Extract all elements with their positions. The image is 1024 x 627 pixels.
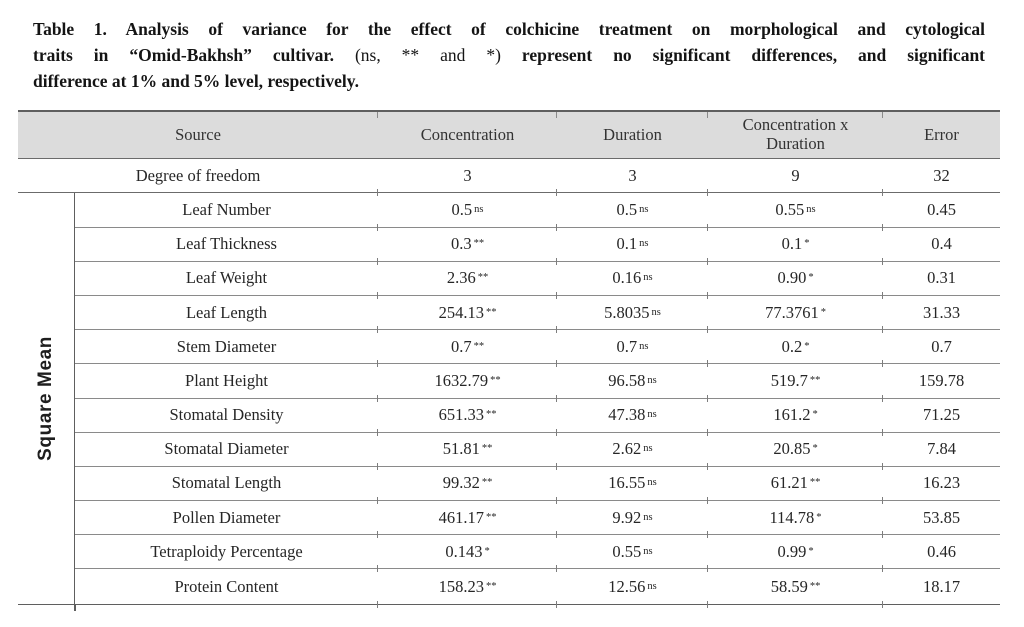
value-interaction: 0.1 *: [707, 228, 883, 265]
value-error: 159.78: [882, 364, 1000, 402]
value-concentration: 158.23 **: [377, 569, 557, 608]
trait-label: Leaf Thickness: [75, 228, 378, 262]
value-duration: 47.38 ns: [556, 399, 708, 436]
caption-bold-a: traits in “Omid-Bakhsh” cultivar.: [33, 44, 334, 65]
value-error: 0.31: [882, 262, 1000, 300]
value-error: 71.25: [882, 399, 1000, 436]
table-body: Square Mean Leaf Number 0.5 ns 0.5 ns 0.55…: [18, 193, 1000, 611]
row-group-label: Square Mean: [35, 336, 56, 461]
table-caption: Table 1. Analysis of variance for the ef…: [33, 17, 985, 94]
value-duration: 0.16 ns: [556, 262, 708, 300]
value-duration: 0.7 ns: [556, 330, 708, 368]
value-concentration: 51.81 **: [377, 433, 557, 471]
header-source: Source: [175, 124, 221, 144]
value-interaction: 0.55 ns: [707, 193, 883, 231]
caption-bold-b: represent no significant differences, an…: [521, 44, 986, 65]
value-error: 0.46: [882, 535, 1000, 573]
df-label: Degree of freedom: [135, 165, 261, 185]
value-error: 53.85: [882, 501, 1000, 539]
value-error: 0.45: [882, 193, 1000, 231]
value-concentration: 99.32 **: [377, 467, 557, 505]
value-error: 7.84: [882, 433, 1000, 471]
value-interaction: 114.78 *: [707, 501, 883, 539]
table-header-row: Source Concentration Duration Concentrat…: [18, 110, 1000, 160]
value-concentration: 1632.79 **: [377, 364, 557, 402]
header-duration: Duration: [556, 112, 708, 158]
caption-markers-note: (ns, ** and *): [354, 44, 501, 65]
trait-label: Leaf Weight: [75, 262, 378, 296]
value-interaction: 61.21 **: [707, 467, 883, 505]
caption-line-3: difference at 1% and 5% level, respectiv…: [33, 70, 359, 91]
df-row: Degree of freedom 3 3 9 32: [18, 159, 1000, 197]
header-interaction: Concentration x Duration: [707, 112, 883, 158]
value-error: 18.17: [882, 569, 1000, 608]
trait-label: Protein Content: [174, 576, 279, 596]
trait-label: Stomatal Density: [75, 399, 378, 433]
df-interaction: 9: [707, 159, 883, 197]
value-duration: 0.55 ns: [556, 535, 708, 573]
trait-label: Pollen Diameter: [75, 501, 378, 536]
df-error: 32: [882, 159, 1000, 197]
value-duration: 9.92 ns: [556, 501, 708, 539]
trait-label: Tetraploidy Percentage: [75, 535, 378, 570]
header-concentration: Concentration: [377, 112, 557, 158]
value-interaction: 0.2 *: [707, 330, 883, 368]
value-interaction: 58.59 **: [707, 569, 883, 608]
df-concentration: 3: [377, 159, 557, 197]
row-group-cell: Square Mean: [18, 193, 76, 611]
caption-line-2: traits in “Omid-Bakhsh” cultivar. (ns, *…: [33, 43, 985, 69]
value-duration: 96.58 ns: [556, 364, 708, 402]
header-error: Error: [882, 112, 1000, 158]
value-duration: 12.56 ns: [556, 569, 708, 608]
value-duration: 16.55 ns: [556, 467, 708, 505]
trait-label: Stomatal Diameter: [75, 433, 378, 467]
value-concentration: 461.17 **: [377, 501, 557, 539]
value-concentration: 254.13 **: [377, 296, 557, 334]
value-concentration: 0.5 ns: [377, 193, 557, 231]
value-error: 0.4: [882, 228, 1000, 265]
value-concentration: 651.33 **: [377, 399, 557, 436]
trait-label: Stomatal Length: [75, 467, 378, 502]
value-interaction: 161.2 *: [707, 399, 883, 436]
value-concentration: 0.143 *: [377, 535, 557, 573]
anova-table: Source Concentration Duration Concentrat…: [18, 110, 1000, 611]
trait-label: Plant Height: [75, 364, 378, 399]
value-interaction: 519.7 **: [707, 364, 883, 402]
value-duration: 0.5 ns: [556, 193, 708, 231]
trait-label: Leaf Number: [75, 193, 378, 228]
value-error: 0.7: [882, 330, 1000, 368]
value-interaction: 0.99 *: [707, 535, 883, 573]
df-duration: 3: [556, 159, 708, 197]
trait-label: Stem Diameter: [75, 330, 378, 365]
value-duration: 2.62 ns: [556, 433, 708, 471]
trait-label: Leaf Length: [75, 296, 378, 331]
value-error: 16.23: [882, 467, 1000, 505]
value-error: 31.33: [882, 296, 1000, 334]
page: Table 1. Analysis of variance for the ef…: [0, 17, 1024, 611]
value-concentration: 2.36 **: [377, 262, 557, 300]
value-duration: 5.8035 ns: [556, 296, 708, 334]
value-interaction: 77.3761 *: [707, 296, 883, 334]
value-concentration: 0.7 **: [377, 330, 557, 368]
value-interaction: 20.85 *: [707, 433, 883, 471]
caption-line-1: Table 1. Analysis of variance for the ef…: [33, 19, 985, 39]
value-interaction: 0.90 *: [707, 262, 883, 300]
value-duration: 0.1 ns: [556, 228, 708, 265]
value-concentration: 0.3 **: [377, 228, 557, 265]
